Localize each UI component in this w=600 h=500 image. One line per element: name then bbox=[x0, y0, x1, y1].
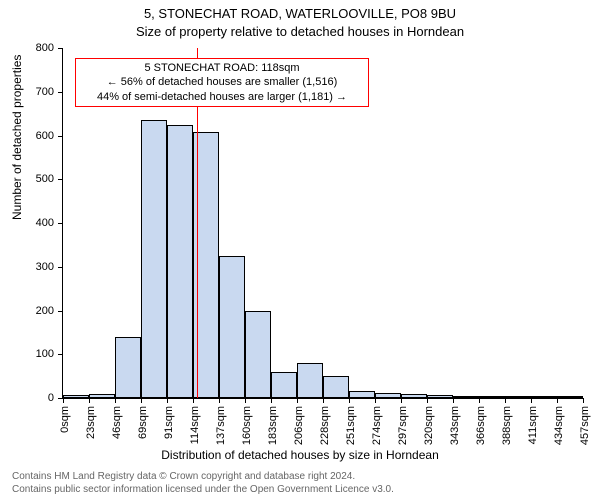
annotation-line3: 44% of semi-detached houses are larger (… bbox=[82, 90, 362, 104]
annotation-line2: ← 56% of detached houses are smaller (1,… bbox=[82, 75, 362, 89]
xtick-mark bbox=[349, 398, 350, 403]
xtick-mark bbox=[531, 398, 532, 403]
histogram-bar bbox=[63, 395, 89, 399]
histogram-bar bbox=[167, 125, 193, 398]
xtick-mark bbox=[453, 398, 454, 403]
xtick-mark bbox=[141, 398, 142, 403]
ytick-label: 200 bbox=[8, 305, 54, 317]
histogram-bar bbox=[505, 396, 531, 398]
histogram-bar bbox=[219, 256, 245, 398]
ytick-mark bbox=[58, 223, 63, 224]
xtick-mark bbox=[89, 398, 90, 403]
ytick-label: 0 bbox=[8, 392, 54, 404]
annotation-line1: 5 STONECHAT ROAD: 118sqm bbox=[82, 61, 362, 75]
xtick-mark bbox=[245, 398, 246, 403]
xtick-mark bbox=[479, 398, 480, 403]
histogram-bar bbox=[401, 394, 427, 398]
histogram-bar bbox=[479, 396, 505, 398]
ytick-mark bbox=[58, 92, 63, 93]
xtick-mark bbox=[193, 398, 194, 403]
histogram-bar bbox=[245, 311, 271, 398]
x-axis-label: Distribution of detached houses by size … bbox=[0, 448, 600, 462]
ytick-label: 500 bbox=[8, 173, 54, 185]
ytick-label: 100 bbox=[8, 348, 54, 360]
ytick-mark bbox=[58, 311, 63, 312]
histogram-bar bbox=[115, 337, 141, 398]
footer-line1: Contains HM Land Registry data © Crown c… bbox=[12, 470, 394, 483]
histogram-bar bbox=[375, 393, 401, 398]
histogram-bar bbox=[271, 372, 297, 398]
footer: Contains HM Land Registry data © Crown c… bbox=[12, 470, 394, 496]
xtick-mark bbox=[505, 398, 506, 403]
xtick-mark bbox=[271, 398, 272, 403]
histogram-bar bbox=[427, 395, 453, 398]
histogram-bar bbox=[89, 394, 115, 398]
ytick-label: 600 bbox=[8, 130, 54, 142]
ytick-mark bbox=[58, 179, 63, 180]
ytick-label: 700 bbox=[8, 86, 54, 98]
xtick-mark bbox=[323, 398, 324, 403]
histogram-bar bbox=[531, 396, 557, 398]
ytick-label: 800 bbox=[8, 42, 54, 54]
ytick-mark bbox=[58, 136, 63, 137]
histogram-bar bbox=[453, 396, 479, 398]
xtick-mark bbox=[557, 398, 558, 403]
chart-container: 5, STONECHAT ROAD, WATERLOOVILLE, PO8 9B… bbox=[0, 0, 600, 500]
ytick-label: 400 bbox=[8, 217, 54, 229]
histogram-bar bbox=[323, 376, 349, 398]
xtick-mark bbox=[63, 398, 64, 403]
ytick-mark bbox=[58, 354, 63, 355]
xtick-mark bbox=[427, 398, 428, 403]
ytick-label: 300 bbox=[8, 261, 54, 273]
xtick-mark bbox=[115, 398, 116, 403]
histogram-bar bbox=[349, 391, 375, 398]
footer-line2: Contains public sector information licen… bbox=[12, 483, 394, 496]
xtick-mark bbox=[167, 398, 168, 403]
ytick-mark bbox=[58, 267, 63, 268]
xtick-mark bbox=[583, 398, 584, 403]
histogram-bar bbox=[297, 363, 323, 398]
xtick-mark bbox=[375, 398, 376, 403]
histogram-bar bbox=[557, 396, 583, 398]
ytick-mark bbox=[58, 48, 63, 49]
chart-title-line2: Size of property relative to detached ho… bbox=[0, 24, 600, 39]
histogram-bar bbox=[141, 120, 167, 398]
annotation-box: 5 STONECHAT ROAD: 118sqm ← 56% of detach… bbox=[75, 58, 369, 107]
xtick-mark bbox=[297, 398, 298, 403]
xtick-mark bbox=[219, 398, 220, 403]
chart-title-line1: 5, STONECHAT ROAD, WATERLOOVILLE, PO8 9B… bbox=[0, 6, 600, 21]
xtick-mark bbox=[401, 398, 402, 403]
